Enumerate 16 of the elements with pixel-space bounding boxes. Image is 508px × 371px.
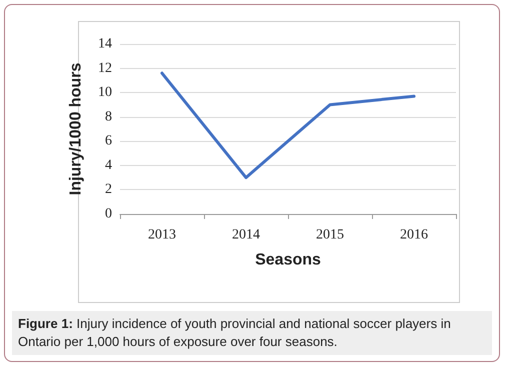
y-tick-label: 2 [105,182,112,198]
x-axis-title: Seasons [255,252,322,268]
y-tick-label: 10 [98,85,112,100]
caption: Figure 1: Injury incidence of youth provincial and national soccer players in Ontario per 1,000 hours of exposure over four seasons. [18,315,452,351]
line-series [160,72,416,180]
x-tick-label: 2013 [148,228,176,242]
y-tick-label: 0 [105,206,112,222]
y-axis-title: Injury/1000 hours [68,62,84,196]
y-tick-label: 14 [98,36,112,52]
y-tick-label: 8 [105,109,112,124]
x-tick-label: 2014 [232,228,260,242]
x-tick-label: 2016 [400,228,428,242]
x-tick-label: 2015 [316,228,344,242]
y-tick-label: 6 [105,134,112,149]
y-tick-label: 4 [105,158,112,173]
y-tick-label: 12 [98,60,112,76]
